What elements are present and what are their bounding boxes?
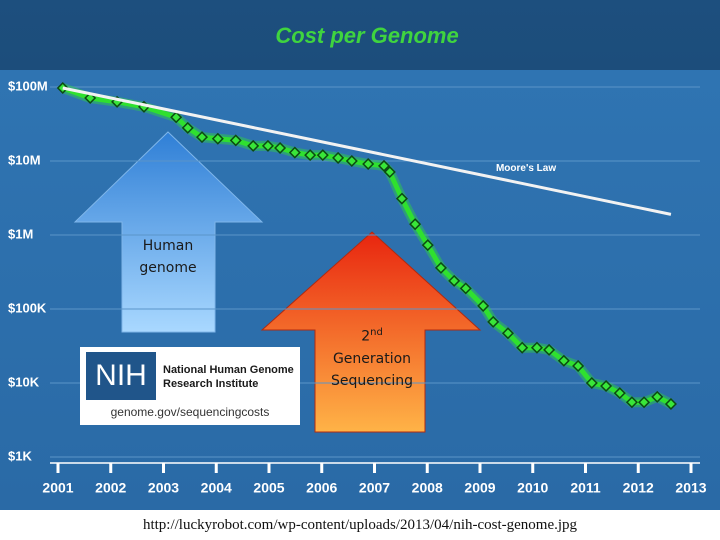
marker [459,282,472,295]
x-tick-label: 2006 [306,480,337,496]
marker [501,327,514,340]
sequencing-text: Generation Sequencing [330,350,414,389]
x-tick-label: 2011 [570,480,601,496]
y-tick-label: $1M [8,226,33,241]
marker [448,274,461,287]
x-tick-label: 2009 [464,480,495,496]
marker [434,261,447,274]
x-tick-label: 2010 [517,480,548,496]
x-tick-label: 2001 [42,480,73,496]
logo-mark: NIH [95,359,147,392]
logo-line: Research Institute [163,378,258,390]
source-url: http://luckyrobot.com/wp-content/uploads… [0,510,720,540]
x-tick-label: 2003 [148,480,179,496]
marker [261,139,274,152]
series-label: Moore's Law [496,163,556,174]
series-line [62,86,672,216]
logo-mark-box [86,352,156,400]
x-tick-label: 2012 [623,480,654,496]
y-tick-label: $100M [8,78,48,93]
logo-url: genome.gov/sequencingcosts [111,405,270,419]
y-tick-label: $10K [8,374,40,389]
y-tick-label: $10M [8,152,41,167]
marker [638,396,651,409]
marker [421,239,434,252]
marker [557,354,570,367]
marker [625,396,638,409]
marker [572,359,585,372]
marker [600,380,613,393]
ordinal-suffix: nd [370,327,383,338]
sequencing-arrow [260,231,482,433]
marker [288,146,301,159]
marker [409,218,422,231]
x-tick-label: 2002 [95,480,126,496]
ordinal: 2 [361,328,371,345]
marker [181,121,194,134]
marker [345,154,358,168]
marker [664,398,677,411]
marker [195,131,209,144]
marker [543,343,556,356]
marker [383,165,396,179]
chart: Cost per Genome $1K $10K $100K $1M $10M $100M… [0,23,720,510]
y-tick-label: $1K [8,448,32,463]
marker [477,299,490,312]
human-genome-label: Human genome [139,238,197,276]
marker [247,139,260,152]
marker [170,111,183,124]
marker [651,390,664,403]
marker [395,192,408,205]
x-tick-label: 2013 [675,480,706,496]
x-tick-label: 2004 [201,480,232,496]
x-tick-label: 2008 [412,480,443,496]
marker [585,376,598,390]
logo-line: National Human Genome [163,364,294,376]
marker [274,141,287,154]
marker [229,134,242,147]
x-tick-label: 2007 [359,480,390,496]
marker [316,149,329,162]
marker [516,341,529,354]
chart-title: Cost per Genome [275,23,458,48]
marker [332,151,345,164]
marker [304,149,317,162]
sequencing-label: 2nd Generation Sequencing [322,322,422,392]
marker [530,341,543,354]
y-tick-label: $100K [8,300,47,315]
x-tick-label: 2005 [253,480,284,496]
human-genome-arrow [73,131,264,333]
marker [613,387,626,400]
marker [377,159,391,172]
marker [487,315,500,328]
marker [211,132,224,145]
marker [362,158,375,171]
